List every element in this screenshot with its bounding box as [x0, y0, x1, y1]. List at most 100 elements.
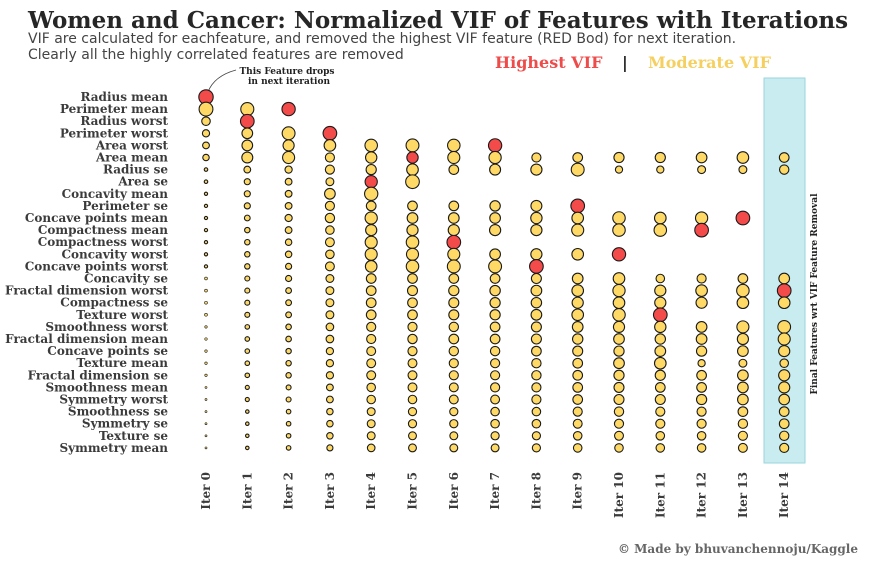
bubble-smoothness-mean-iter-1 — [244, 384, 250, 390]
bubble-concavity-se-iter-4 — [365, 273, 377, 284]
bubble-concave-points-se-iter-8 — [531, 345, 542, 357]
bubble-concavity-se-iter-3 — [325, 274, 335, 283]
bubble-perimeter-worst-iter-3 — [322, 125, 338, 141]
bubble-smoothness-se-iter-12 — [696, 406, 707, 417]
bubble-symmetry-worst-iter-1 — [244, 396, 250, 403]
bubble-concavity-se-iter-14 — [778, 272, 791, 285]
bubble-area-worst-iter-1 — [241, 139, 254, 152]
bubble-concavity-se-iter-1 — [244, 275, 251, 282]
bubble-fractal-dimension-se-iter-11 — [654, 369, 666, 381]
bubble-symmetry-worst-iter-12 — [695, 393, 708, 406]
bubble-smoothness-mean-iter-8 — [531, 382, 542, 393]
bubble-concave-points-se-iter-7 — [489, 345, 501, 357]
bubble-fractal-dimension-se-iter-7 — [490, 370, 501, 381]
bubble-symmetry-mean-iter-2 — [285, 445, 292, 451]
bubble-symmetry-se-iter-4 — [366, 419, 376, 429]
bubble-texture-mean-iter-2 — [285, 359, 292, 367]
bubble-perimeter-se-iter-0 — [203, 203, 209, 209]
bubble-radius-se-iter-6 — [448, 164, 460, 175]
bubble-symmetry-worst-iter-3 — [325, 395, 334, 404]
bubble-smoothness-se-iter-11 — [655, 406, 666, 417]
bubble-fractal-dimension-se-iter-3 — [325, 371, 335, 380]
bubble-compactness-mean-iter-1 — [244, 226, 251, 234]
bubble-concavity-worst-iter-5 — [405, 247, 420, 261]
bubble-smoothness-worst-iter-11 — [654, 320, 667, 334]
bubble-fractal-dimension-se-iter-10 — [613, 369, 625, 381]
bubble-fractal-dimension-se-iter-5 — [407, 370, 418, 381]
bubble-compactness-se-iter-13 — [736, 296, 750, 310]
bubble-compactness-se-iter-9 — [571, 296, 584, 309]
bubble-compactness-se-iter-2 — [285, 299, 293, 307]
bubble-radius-se-iter-7 — [489, 163, 502, 176]
bubble-smoothness-mean-iter-7 — [490, 382, 501, 393]
bubble-smoothness-mean-iter-9 — [572, 382, 584, 393]
bubble-smoothness-worst-iter-12 — [695, 321, 708, 333]
bubble-texture-worst-iter-7 — [489, 309, 501, 321]
bubble-compactness-mean-iter-8 — [530, 223, 543, 237]
bubble-concave-points-mean-iter-11 — [653, 211, 667, 225]
feature-label-compactness-worst: Compactness worst — [38, 235, 169, 249]
bubble-texture-worst-iter-11 — [652, 307, 668, 323]
bubble-concave-points-se-iter-11 — [654, 345, 667, 357]
bubble-symmetry-se-iter-9 — [572, 418, 583, 429]
bubble-radius-se-iter-1 — [243, 165, 252, 174]
bubble-smoothness-se-iter-14 — [778, 406, 790, 417]
legend-moderate-vif: Moderate VIF — [648, 53, 772, 72]
bubble-perimeter-se-iter-1 — [243, 202, 251, 210]
bubble-concavity-se-iter-10 — [612, 272, 626, 285]
bubble-smoothness-se-iter-9 — [572, 406, 583, 417]
bubble-area-worst-iter-2 — [282, 139, 295, 152]
bubble-texture-se-iter-5 — [408, 431, 417, 441]
bubble-perimeter-se-iter-4 — [365, 200, 377, 212]
bubble-compactness-se-iter-14 — [777, 296, 791, 310]
bubble-fractal-dimension-mean-iter-8 — [530, 333, 542, 345]
bubble-radius-se-iter-14 — [778, 164, 790, 175]
bubble-perimeter-se-iter-8 — [530, 199, 543, 212]
bubble-fractal-dimension-mean-iter-11 — [654, 333, 667, 345]
bubble-smoothness-worst-iter-10 — [612, 320, 626, 334]
bubble-texture-worst-iter-2 — [285, 311, 293, 319]
bubble-concavity-worst-iter-7 — [489, 248, 501, 261]
bubble-concave-points-se-iter-0 — [204, 349, 208, 353]
bubble-concavity-mean-iter-3 — [324, 187, 336, 200]
bubble-fractal-dimension-mean-iter-14 — [777, 332, 791, 346]
bubble-fractal-dimension-mean-iter-9 — [571, 333, 584, 345]
bubble-area-mean-iter-2 — [282, 150, 296, 165]
bubble-texture-mean-iter-13 — [738, 358, 748, 368]
bubble-area-se-iter-1 — [243, 178, 251, 186]
bubble-symmetry-mean-iter-7 — [490, 443, 500, 453]
bubble-radius-se-iter-13 — [738, 165, 748, 175]
bubble-concavity-se-iter-12 — [696, 273, 707, 284]
bubble-texture-worst-iter-3 — [325, 310, 335, 320]
bubble-concavity-se-iter-5 — [407, 273, 418, 284]
annotation-line-2: in next iteration — [248, 77, 330, 87]
bubble-concavity-mean-iter-4 — [364, 186, 379, 201]
bubble-concavity-se-iter-8 — [530, 272, 542, 285]
annotation-arrow — [207, 69, 237, 93]
iteration-label-0: Iter 0 — [199, 472, 213, 510]
bubble-concavity-worst-iter-6 — [447, 247, 461, 261]
feature-label-concavity-se: Concavity se — [84, 272, 168, 286]
bubble-area-mean-iter-4 — [364, 151, 378, 164]
bubble-concavity-mean-iter-2 — [284, 189, 293, 198]
bubble-symmetry-se-iter-6 — [449, 419, 459, 429]
bubble-compactness-se-iter-5 — [407, 297, 418, 309]
bubble-smoothness-worst-iter-2 — [285, 323, 292, 331]
bubble-radius-se-iter-5 — [406, 163, 419, 176]
bubble-fractal-dimension-se-iter-4 — [366, 370, 377, 381]
bubble-fractal-dimension-se-iter-8 — [531, 370, 542, 381]
bubble-smoothness-worst-iter-3 — [325, 322, 335, 332]
bubble-concavity-mean-iter-0 — [203, 191, 209, 196]
bubble-symmetry-se-iter-1 — [244, 421, 250, 427]
feature-label-concave-points-se: Concave points se — [47, 344, 168, 358]
bubble-area-mean-iter-3 — [324, 152, 336, 163]
bubble-concave-points-worst-iter-7 — [488, 259, 503, 274]
bubble-concave-points-mean-iter-7 — [489, 212, 501, 224]
bubble-smoothness-worst-iter-1 — [244, 324, 251, 330]
bubble-symmetry-se-iter-0 — [204, 422, 208, 426]
bubble-compactness-worst-iter-2 — [284, 238, 293, 246]
bubble-smoothness-mean-iter-11 — [654, 382, 666, 393]
iteration-label-7: Iter 7 — [488, 472, 502, 510]
bubble-texture-se-iter-1 — [244, 433, 250, 439]
